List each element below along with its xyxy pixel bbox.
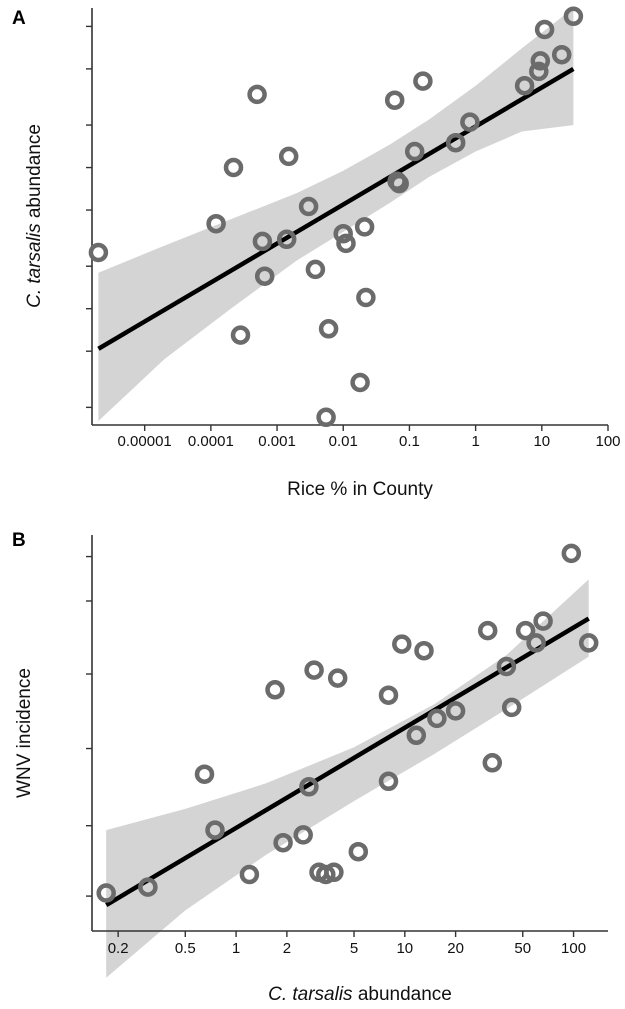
x-tick-label: 0.01 — [329, 433, 358, 450]
regression-line — [97, 66, 575, 351]
data-point — [384, 90, 405, 110]
data-point — [534, 19, 555, 40]
data-point — [445, 132, 466, 153]
data-point — [304, 660, 324, 680]
data-point — [378, 685, 399, 705]
data-point — [501, 697, 522, 718]
data-point — [327, 668, 348, 688]
x-tick-label: 20 — [447, 940, 464, 957]
panel-label: A — [12, 8, 26, 29]
data-point — [404, 141, 425, 162]
confidence-band — [106, 579, 589, 978]
x-axis-title: Rice % in County — [287, 479, 433, 500]
data-point — [276, 229, 297, 250]
confidence-band — [98, 8, 574, 421]
data-point — [563, 6, 584, 27]
data-point — [252, 231, 273, 252]
x-tick-label: 10 — [533, 433, 550, 450]
data-point — [496, 656, 517, 677]
data-point — [406, 725, 427, 746]
data-point — [254, 266, 275, 286]
x-tick-label: 0.001 — [258, 433, 296, 450]
data-point — [378, 771, 399, 792]
data-point — [460, 112, 480, 132]
data-point — [445, 701, 466, 721]
x-tick-label: 2 — [283, 940, 291, 957]
data-point — [482, 753, 503, 773]
data-point — [526, 633, 546, 653]
data-point — [206, 213, 226, 234]
data-point — [413, 71, 433, 91]
chart-panel-b: 0.20.51251020501000.10.313.21020.BC. tar… — [12, 530, 608, 1005]
data-point — [389, 173, 409, 194]
data-point — [514, 75, 535, 96]
x-tick-label: 100 — [595, 433, 620, 450]
data-point — [205, 820, 225, 840]
data-point — [392, 634, 412, 654]
data-point — [354, 217, 375, 237]
x-tick-label: 50 — [514, 940, 531, 957]
data-point — [578, 633, 599, 653]
chart-panel-a: 0.000010.00010.0010.010.11101000.20.5125… — [12, 6, 621, 500]
data-point — [515, 620, 536, 641]
data-point — [247, 84, 267, 105]
x-tick-label: 0.5 — [175, 940, 196, 957]
data-point — [223, 157, 244, 178]
x-tick-label: 100 — [561, 940, 586, 957]
y-axis-title: WNV incidence — [14, 668, 35, 798]
data-point — [530, 51, 551, 71]
data-point — [293, 825, 313, 845]
x-tick-label: 5 — [350, 940, 358, 957]
data-point — [333, 223, 353, 244]
data-point — [88, 242, 109, 263]
data-point — [551, 44, 572, 65]
data-point — [230, 325, 251, 345]
data-point — [348, 841, 369, 862]
data-point — [265, 680, 285, 700]
data-point — [239, 864, 260, 885]
x-axis-title: C. tarsalis abundance — [268, 984, 452, 1005]
data-point — [194, 764, 215, 784]
data-point — [278, 146, 299, 167]
data-point — [529, 61, 549, 82]
x-tick-label: 1 — [232, 940, 240, 957]
x-tick-label: 10 — [396, 940, 413, 957]
data-point — [561, 543, 582, 564]
x-tick-label: 0.1 — [399, 433, 420, 450]
data-point — [350, 372, 370, 393]
y-axis-title: C. tarsalis abundance — [24, 124, 45, 308]
x-tick-label: 0.0001 — [188, 433, 234, 450]
data-point — [356, 287, 376, 308]
regression-line — [105, 616, 590, 907]
data-point — [414, 640, 434, 661]
data-point — [477, 620, 498, 641]
data-point — [299, 777, 319, 797]
x-tick-label: 0.00001 — [118, 433, 172, 450]
data-point — [316, 407, 336, 428]
data-point — [336, 233, 356, 254]
data-point — [533, 611, 553, 631]
data-point — [305, 259, 326, 280]
data-point — [273, 832, 293, 853]
data-point — [138, 877, 158, 897]
panel-label: B — [12, 530, 26, 551]
data-point — [298, 196, 319, 217]
data-point — [427, 708, 447, 729]
x-tick-label: 0.2 — [108, 940, 129, 957]
data-point — [96, 883, 116, 903]
x-tick-label: 1 — [471, 433, 479, 450]
data-point — [318, 319, 339, 339]
data-point — [324, 862, 344, 883]
